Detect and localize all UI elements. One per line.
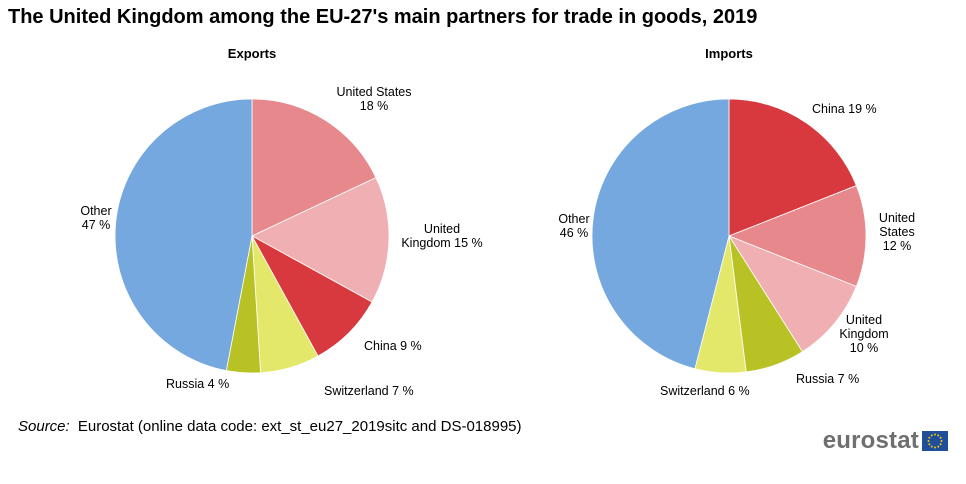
slice-label-united-kingdom: United Kingdom 10 %	[839, 313, 888, 355]
source-label: Source:	[18, 418, 70, 435]
pie-slice-united-states	[727, 185, 867, 287]
pie-slice-china	[728, 98, 857, 237]
pie-slice-united-kingdom	[728, 235, 857, 353]
pie-slice-other	[591, 98, 730, 370]
slice-label-switzerland: Switzerland 7 %	[324, 384, 414, 398]
eu-flag-icon	[922, 431, 948, 451]
slice-label-china: China 19 %	[812, 102, 877, 116]
chart-title: The United Kingdom among the EU-27's mai…	[8, 6, 758, 28]
source-note: Source: Eurostat (online data code: ext_…	[18, 418, 522, 435]
pie-exports: Exports United States 18 % United Kingdom 15…	[80, 46, 482, 398]
pie-imports: Imports China 19 % United States 12 % United K…	[558, 46, 915, 398]
slice-label-united-kingdom: United Kingdom 15 %	[401, 222, 482, 250]
pie-slice-other	[114, 98, 253, 372]
slice-label-russia: Russia 4 %	[166, 377, 229, 391]
slice-label-china: China 9 %	[364, 339, 422, 353]
eurostat-logo: eurostat	[822, 427, 948, 454]
pie-slice-united-kingdom	[251, 177, 390, 303]
logo-text: eurostat	[822, 427, 919, 454]
pie-slice-united-states	[251, 98, 377, 237]
slice-label-united-states: United States 18 %	[336, 85, 411, 113]
slice-label-russia: Russia 7 %	[796, 372, 859, 386]
slice-label-other: Other 47 %	[80, 204, 111, 232]
pie-subtitle: Exports	[228, 46, 276, 61]
slice-label-united-states: United States 12 %	[879, 211, 915, 253]
pie-subtitle: Imports	[705, 46, 753, 61]
source-text: Eurostat (online data code: ext_st_eu27_…	[77, 418, 522, 435]
slice-label-switzerland: Switzerland 6 %	[660, 384, 750, 398]
slice-label-other: Other 46 %	[558, 212, 589, 240]
